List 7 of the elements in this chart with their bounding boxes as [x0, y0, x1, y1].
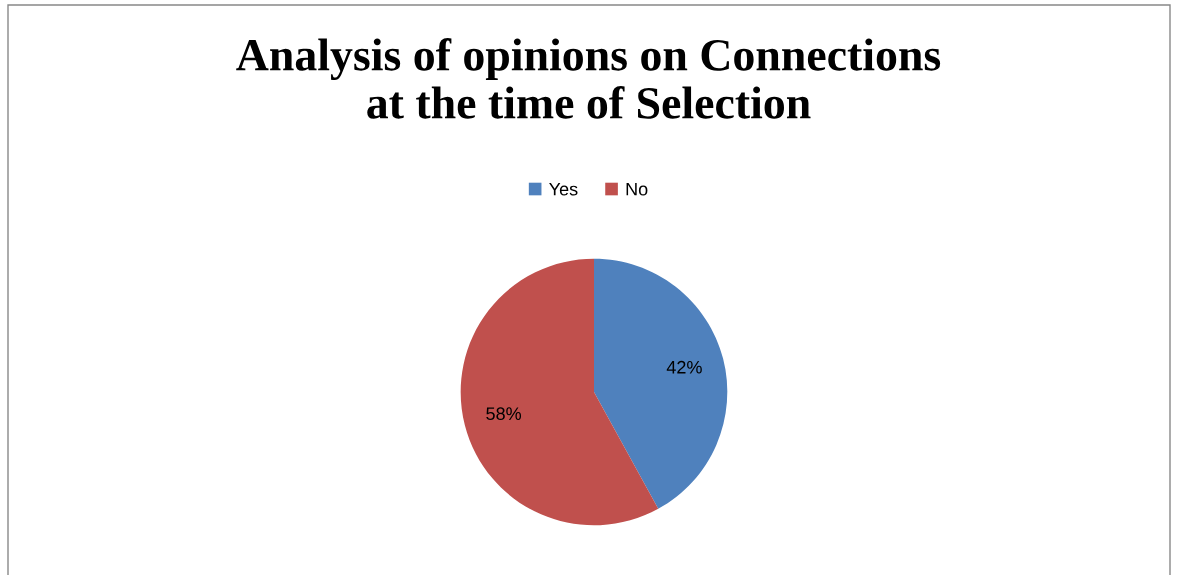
data-label: 42%	[666, 360, 702, 374]
chart-title: Analysis of opinions on Connections at the time of Selection	[236, 37, 941, 119]
legend-label: No	[626, 182, 648, 196]
data-label: 58%	[486, 407, 522, 421]
pie-slice	[460, 258, 659, 526]
pie-slice	[594, 258, 728, 509]
legend-label: Yes	[549, 182, 578, 196]
